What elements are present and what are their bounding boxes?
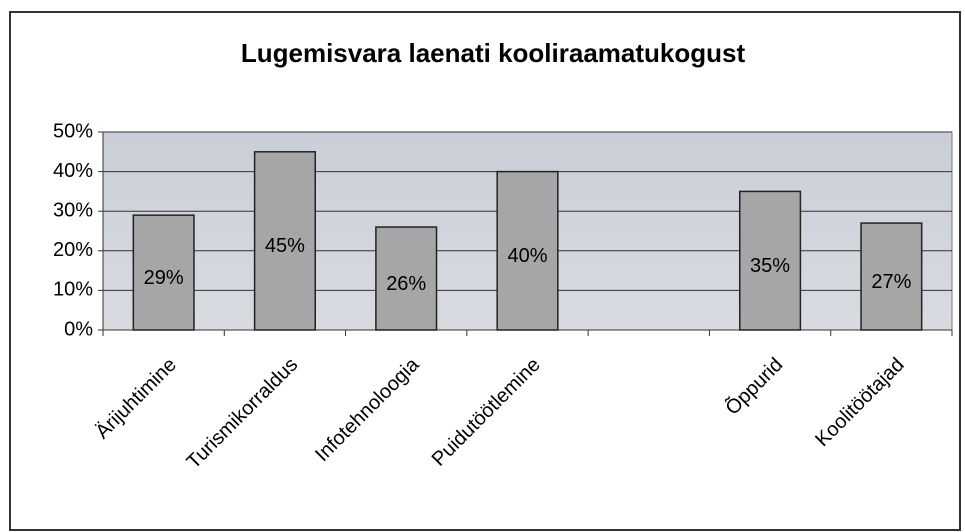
data-label: 29% (144, 267, 184, 289)
data-label: 27% (871, 271, 911, 293)
y-tick-label: 30% (53, 199, 93, 221)
data-label: 45% (265, 235, 305, 257)
y-tick-label: 0% (64, 318, 93, 340)
bar (739, 190, 802, 331)
y-tick-label: 40% (53, 160, 93, 182)
bar (132, 214, 195, 331)
data-label: 26% (386, 273, 426, 295)
y-tick-label: 20% (53, 239, 93, 261)
y-tick-label: 50% (53, 120, 93, 142)
bar (496, 170, 559, 331)
data-label: 40% (507, 245, 547, 267)
chart-title: Lugemisvara laenati kooliraamatukogust (241, 38, 746, 68)
y-tick-label: 10% (53, 279, 93, 301)
bar (860, 222, 923, 331)
bar (375, 226, 438, 331)
data-label: 35% (750, 255, 790, 277)
bar (253, 151, 317, 331)
